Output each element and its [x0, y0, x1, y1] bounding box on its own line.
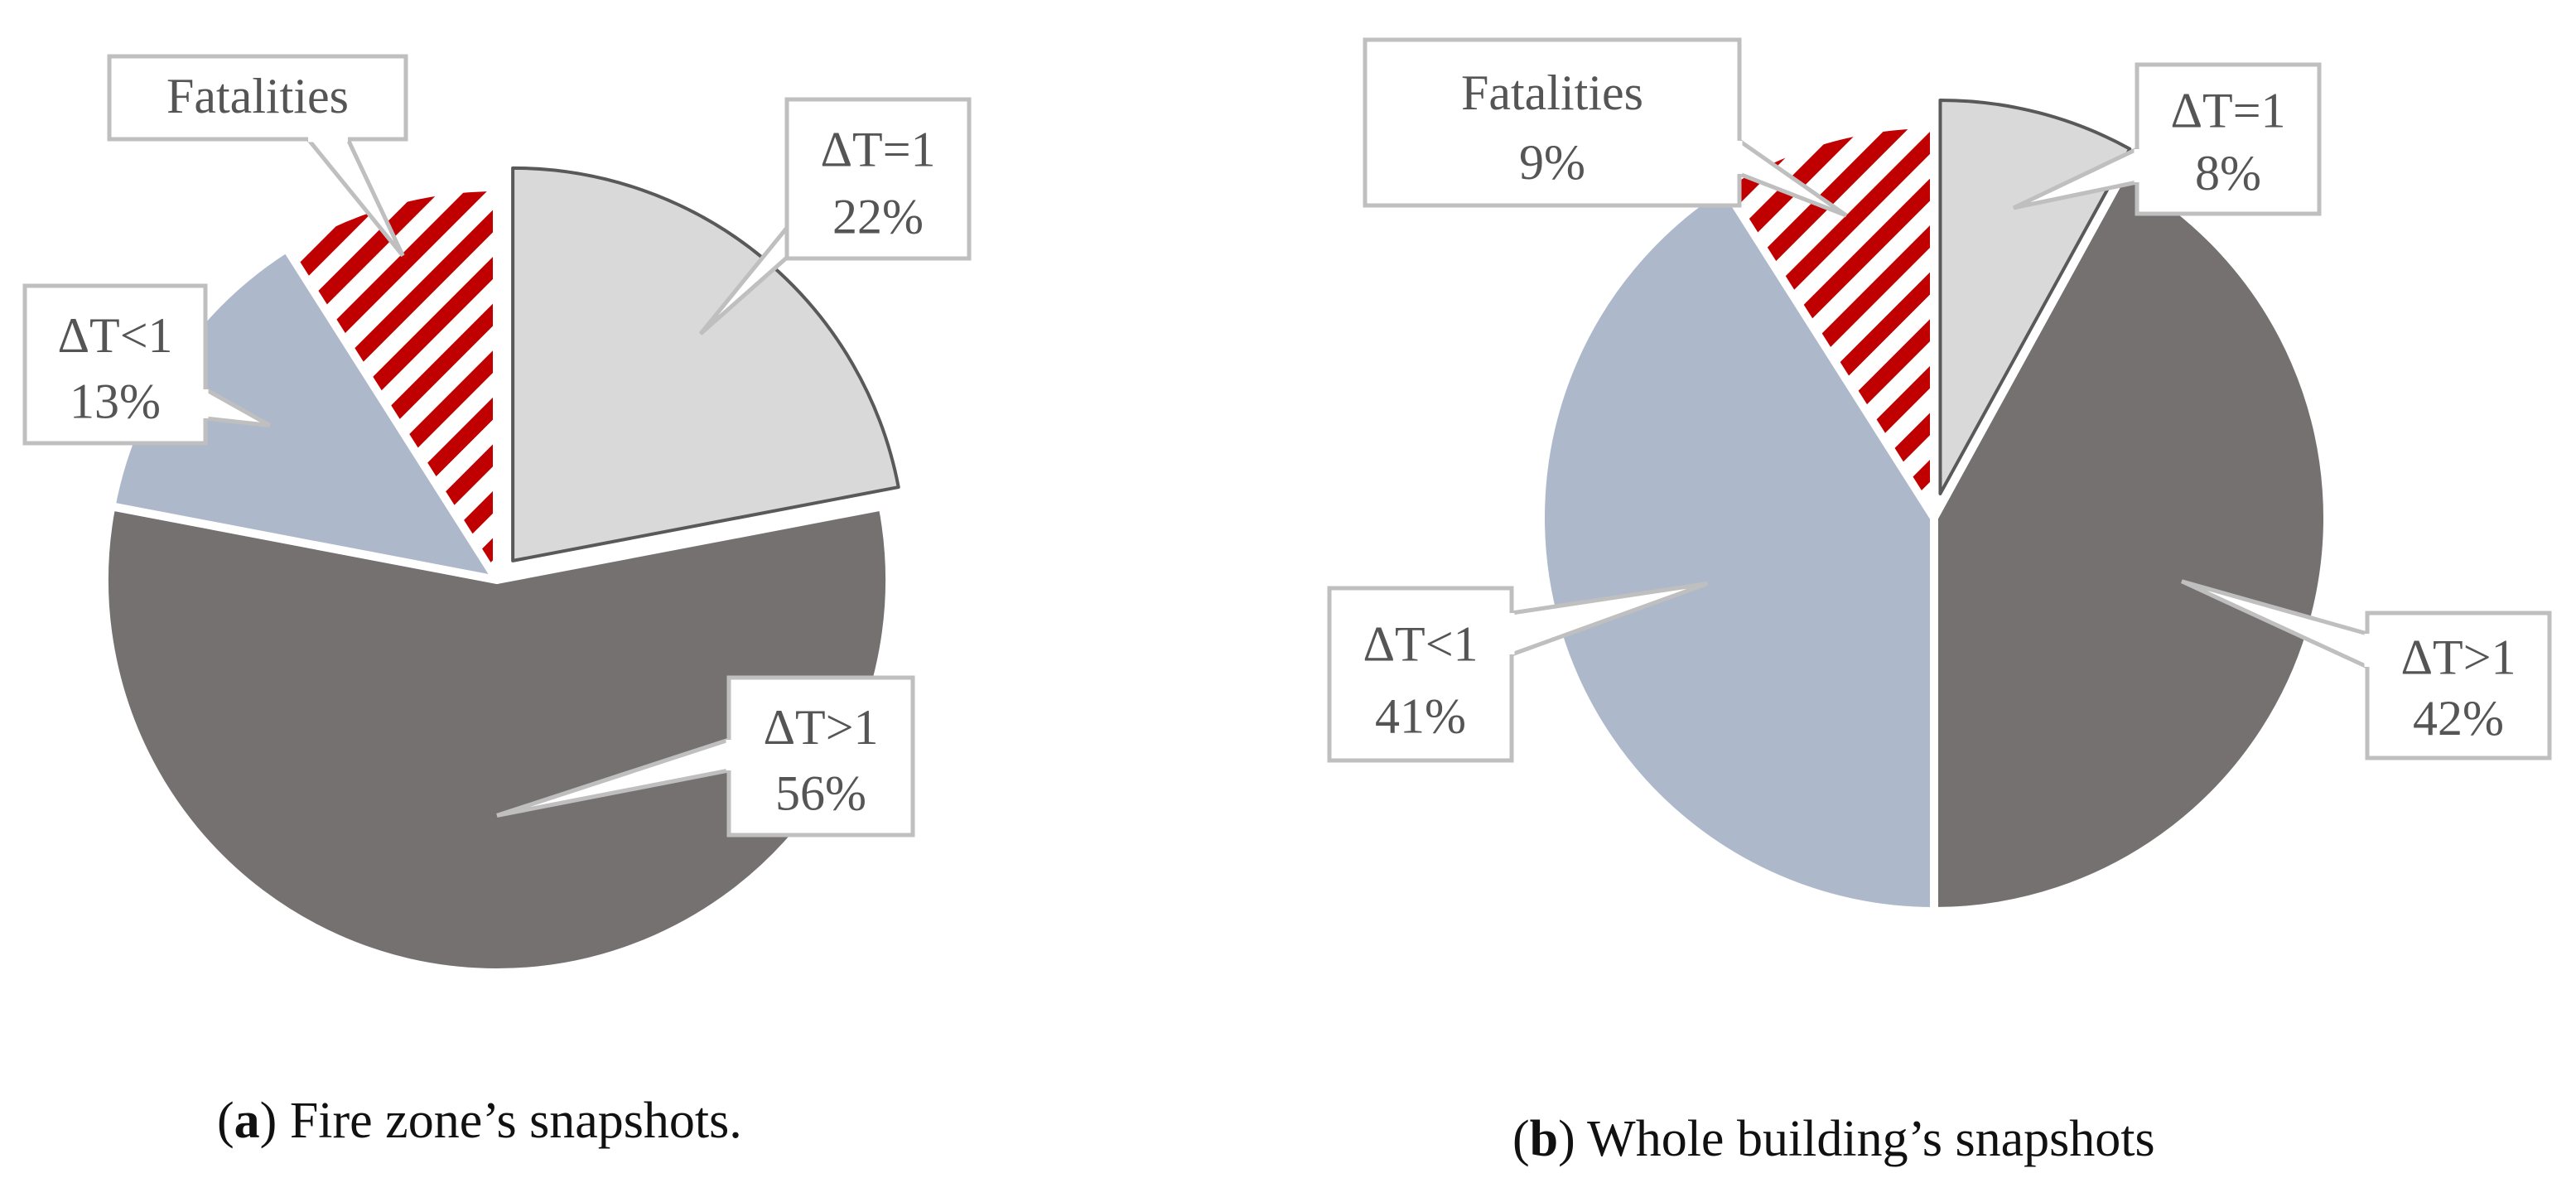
slice-value-label: 41% [1375, 689, 1466, 744]
pie-chart-fire-zone: ΔT=1 22% ΔT>1 56% ΔT<1 13% Fatalities [22, 54, 972, 978]
caption-text: Whole building’s snapshots [1575, 1111, 2155, 1167]
callout-box [1363, 37, 1742, 208]
caption-letter: a [234, 1093, 260, 1149]
pie-slice-dt-gt-1 [1930, 168, 2332, 915]
callout-box [1327, 586, 1514, 763]
callout-box [107, 54, 408, 142]
callout-fatalities: Fatalities [107, 54, 408, 258]
pie-slice-dt-eq-1 [1938, 98, 2132, 495]
slice-label: Fatalities [166, 69, 349, 123]
slice-value-label: 8% [2195, 146, 2261, 200]
callout-dt-gt-1: ΔT>1 56% [496, 675, 915, 838]
caption-text: Fire zone’s snapshots. [277, 1093, 742, 1149]
caption-fire-zone: (a) Fire zone’s snapshots. [217, 1093, 742, 1149]
callout-box [22, 283, 208, 446]
pie-chart-whole-building: ΔT=1 8% ΔT>1 42% ΔT<1 41% Fatalities 9% [1327, 37, 2552, 915]
caption-letter: b [1529, 1111, 1559, 1167]
pie-slice-fatalities [282, 183, 501, 584]
callout-box [2135, 62, 2322, 216]
slice-label: ΔT>1 [763, 700, 878, 755]
callout-dt-gt-1: ΔT>1 42% [2181, 579, 2552, 760]
slice-value-label: 9% [1519, 135, 1585, 190]
slice-value-label: 13% [70, 374, 161, 429]
slice-label: ΔT<1 [57, 308, 172, 363]
callout-dt-lt-1: ΔT<1 13% [22, 283, 271, 446]
slice-value-label: 56% [775, 766, 866, 821]
callout-box [2365, 611, 2552, 760]
callout-dt-lt-1: ΔT<1 41% [1327, 582, 1709, 763]
slice-label: ΔT<1 [1363, 616, 1478, 671]
slice-label: ΔT=1 [2170, 84, 2285, 138]
slice-label: ΔT>1 [2400, 630, 2516, 685]
slice-value-label: 42% [2413, 691, 2504, 746]
callout-dt-eq-1: ΔT=1 22% [698, 97, 972, 335]
slice-label: Fatalities [1461, 65, 1643, 120]
caption-whole-building: (b) Whole building’s snapshots [1512, 1111, 2155, 1167]
slice-value-label: 22% [832, 189, 924, 244]
callout-dt-eq-1: ΔT=1 8% [2012, 62, 2322, 216]
slice-label: ΔT=1 [820, 123, 935, 177]
callout-fatalities: Fatalities 9% [1363, 37, 1848, 218]
